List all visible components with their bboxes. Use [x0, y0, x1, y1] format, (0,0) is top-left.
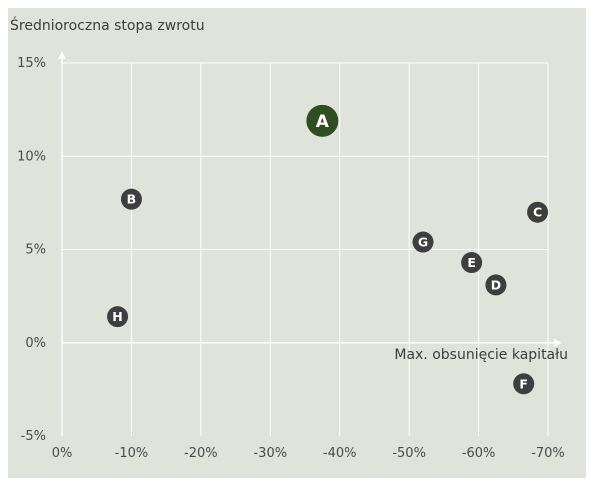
- point-marker: [120, 188, 142, 210]
- point-marker: [485, 274, 507, 296]
- x-tick-label: 0%: [52, 446, 73, 461]
- y-tick-label: 10%: [17, 149, 46, 164]
- y-tick-label: 0%: [25, 336, 46, 351]
- point-label: B: [127, 192, 137, 207]
- x-tick-label: -40%: [323, 446, 357, 461]
- data-point-e: E: [461, 252, 483, 274]
- scatter-chart: 0% -10% -20% -30% -40% -50% -60% -70% -5% 0% 5% 10%…: [10, 16, 568, 461]
- y-axis-arrow: [58, 51, 66, 59]
- point-label: G: [418, 235, 428, 250]
- data-point-h: H: [107, 306, 129, 328]
- y-tick-label: 15%: [17, 56, 46, 71]
- data-point-g: G: [412, 231, 434, 253]
- x-axis-arrow: [554, 338, 562, 347]
- axis-layer: [58, 51, 562, 436]
- point-marker: [107, 306, 129, 328]
- x-tick-label: -30%: [253, 446, 287, 461]
- data-point-f: F: [513, 373, 535, 395]
- tick-labels: 0% -10% -20% -30% -40% -50% -60% -70% -5% 0% 5% 10%…: [17, 56, 565, 461]
- grid-layer: [62, 62, 549, 436]
- x-axis-title: Max. obsunięcie kapitału: [394, 347, 568, 363]
- data-point-a: A: [306, 104, 339, 137]
- point-label: D: [491, 277, 501, 292]
- data-point-c: C: [527, 201, 549, 223]
- x-tick-label: -60%: [462, 446, 496, 461]
- x-tick-label: -70%: [531, 446, 565, 461]
- point-marker: [461, 252, 483, 274]
- x-tick-label: -10%: [115, 446, 149, 461]
- data-points: A B C DE F G H: [107, 104, 549, 395]
- point-label: C: [533, 205, 542, 220]
- chart-panel: 0% -10% -20% -30% -40% -50% -60% -70% -5% 0% 5% 10%…: [8, 8, 586, 478]
- point-marker: [513, 373, 535, 395]
- y-tick-label: 5%: [25, 243, 46, 258]
- point-label: E: [467, 255, 476, 270]
- point-marker: [412, 231, 434, 253]
- x-tick-label: -20%: [184, 446, 218, 461]
- data-point-b: B: [120, 188, 142, 210]
- point-marker: [306, 104, 339, 137]
- point-label: H: [112, 309, 122, 324]
- data-point-d: D: [485, 274, 507, 296]
- point-label: F: [519, 376, 528, 391]
- y-axis-title: Średnioroczna stopa zwrotu: [10, 16, 205, 34]
- point-marker: [527, 201, 549, 223]
- x-tick-label: -50%: [392, 446, 426, 461]
- y-tick-label: -5%: [21, 429, 46, 444]
- point-label: A: [316, 112, 330, 132]
